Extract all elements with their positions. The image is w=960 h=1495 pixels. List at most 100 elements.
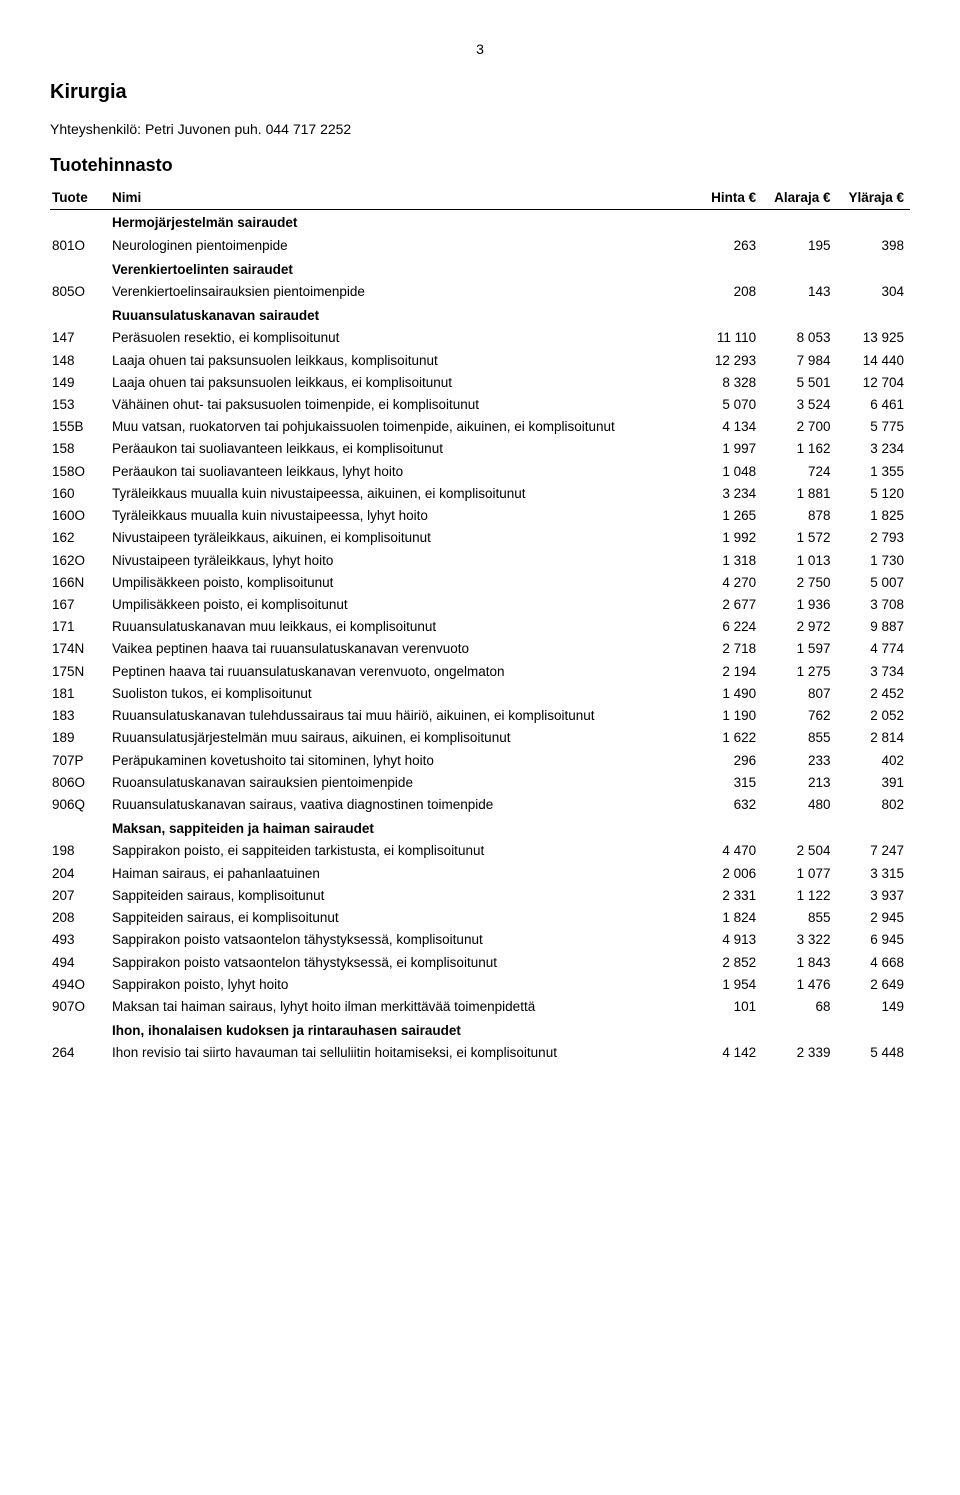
- row-alaraja: 1 597: [762, 638, 836, 660]
- row-alaraja: 3 524: [762, 394, 836, 416]
- row-ylaraja: 391: [836, 772, 910, 794]
- row-ylaraja: 5 775: [836, 416, 910, 438]
- row-name: Sappiteiden sairaus, ei komplisoitunut: [110, 907, 701, 929]
- row-code: [50, 303, 110, 327]
- row-code: 174N: [50, 638, 110, 660]
- row-code: 160O: [50, 505, 110, 527]
- row-hinta: 101: [701, 996, 762, 1018]
- row-ylaraja: 2 452: [836, 683, 910, 705]
- row-alaraja: 195: [762, 235, 836, 257]
- row-hinta: 1 622: [701, 727, 762, 749]
- table-row: 166NUmpilisäkkeen poisto, komplisoitunut…: [50, 572, 910, 594]
- row-name: Sappirakon poisto, ei sappiteiden tarkis…: [110, 840, 701, 862]
- row-hinta: 1 265: [701, 505, 762, 527]
- row-hinta: 1 997: [701, 438, 762, 460]
- row-alaraja: 1 572: [762, 527, 836, 549]
- row-name: Peräaukon tai suoliavanteen leikkaus, ei…: [110, 438, 701, 460]
- row-name: Laaja ohuen tai paksunsuolen leikkaus, k…: [110, 350, 701, 372]
- row-ylaraja: 6 945: [836, 929, 910, 951]
- row-alaraja: 762: [762, 705, 836, 727]
- row-code: 707P: [50, 750, 110, 772]
- row-ylaraja: 1 730: [836, 550, 910, 572]
- row-alaraja: 2 339: [762, 1042, 836, 1064]
- row-hinta: 315: [701, 772, 762, 794]
- row-alaraja: 1 013: [762, 550, 836, 572]
- row-name: Peräpukaminen kovetushoito tai sitominen…: [110, 750, 701, 772]
- row-name: Ruuansulatuskanavan sairaus, vaativa dia…: [110, 794, 701, 816]
- row-code: 160: [50, 483, 110, 505]
- row-hinta: 8 328: [701, 372, 762, 394]
- row-code: 155B: [50, 416, 110, 438]
- row-hinta: 4 142: [701, 1042, 762, 1064]
- row-code: [50, 1018, 110, 1042]
- row-alaraja: 1 162: [762, 438, 836, 460]
- row-alaraja: 1 881: [762, 483, 836, 505]
- row-code: 167: [50, 594, 110, 616]
- row-code: 147: [50, 327, 110, 349]
- row-hinta: 1 954: [701, 974, 762, 996]
- row-ylaraja: 2 052: [836, 705, 910, 727]
- section-name: Verenkiertoelinten sairaudet: [110, 257, 910, 281]
- row-code: [50, 816, 110, 840]
- row-name: Neurologinen pientoimenpide: [110, 235, 701, 257]
- row-alaraja: 1 122: [762, 885, 836, 907]
- row-hinta: 2 331: [701, 885, 762, 907]
- row-ylaraja: 149: [836, 996, 910, 1018]
- row-ylaraja: 2 814: [836, 727, 910, 749]
- row-code: 493: [50, 929, 110, 951]
- row-ylaraja: 3 708: [836, 594, 910, 616]
- row-ylaraja: 402: [836, 750, 910, 772]
- section-row: Ruuansulatuskanavan sairaudet: [50, 303, 910, 327]
- row-alaraja: 233: [762, 750, 836, 772]
- table-row: 171Ruuansulatuskanavan muu leikkaus, ei …: [50, 616, 910, 638]
- row-hinta: 1 048: [701, 461, 762, 483]
- row-hinta: 4 270: [701, 572, 762, 594]
- row-name: Muu vatsan, ruokatorven tai pohjukaissuo…: [110, 416, 701, 438]
- row-name: Sappirakon poisto vatsaontelon tähystyks…: [110, 952, 701, 974]
- row-hinta: 2 677: [701, 594, 762, 616]
- row-code: 181: [50, 683, 110, 705]
- col-nimi: Nimi: [110, 187, 701, 210]
- row-hinta: 4 134: [701, 416, 762, 438]
- row-name: Nivustaipeen tyräleikkaus, aikuinen, ei …: [110, 527, 701, 549]
- row-code: 907O: [50, 996, 110, 1018]
- row-hinta: 1 190: [701, 705, 762, 727]
- row-ylaraja: 9 887: [836, 616, 910, 638]
- table-row: 805OVerenkiertoelinsairauksien pientoime…: [50, 281, 910, 303]
- row-hinta: 12 293: [701, 350, 762, 372]
- row-code: 805O: [50, 281, 110, 303]
- row-name: Ruoansulatuskanavan sairauksien pientoim…: [110, 772, 701, 794]
- table-row: 494OSappirakon poisto, lyhyt hoito1 9541…: [50, 974, 910, 996]
- row-alaraja: 7 984: [762, 350, 836, 372]
- page-number: 3: [50, 40, 910, 59]
- table-row: 907OMaksan tai haiman sairaus, lyhyt hoi…: [50, 996, 910, 1018]
- row-hinta: 1 318: [701, 550, 762, 572]
- table-row: 207Sappiteiden sairaus, komplisoitunut2 …: [50, 885, 910, 907]
- section-row: Verenkiertoelinten sairaudet: [50, 257, 910, 281]
- row-alaraja: 1 936: [762, 594, 836, 616]
- row-name: Sappirakon poisto vatsaontelon tähystyks…: [110, 929, 701, 951]
- row-hinta: 263: [701, 235, 762, 257]
- row-code: 198: [50, 840, 110, 862]
- row-code: 171: [50, 616, 110, 638]
- row-ylaraja: 1 825: [836, 505, 910, 527]
- table-row: 155BMuu vatsan, ruokatorven tai pohjukai…: [50, 416, 910, 438]
- row-hinta: 1 992: [701, 527, 762, 549]
- row-alaraja: 724: [762, 461, 836, 483]
- row-ylaraja: 5 120: [836, 483, 910, 505]
- row-ylaraja: 12 704: [836, 372, 910, 394]
- row-name: Ihon revisio tai siirto havauman tai sel…: [110, 1042, 701, 1064]
- row-name: Sappiteiden sairaus, komplisoitunut: [110, 885, 701, 907]
- row-alaraja: 3 322: [762, 929, 836, 951]
- row-name: Tyräleikkaus muualla kuin nivustaipeessa…: [110, 483, 701, 505]
- row-name: Umpilisäkkeen poisto, ei komplisoitunut: [110, 594, 701, 616]
- table-row: 162Nivustaipeen tyräleikkaus, aikuinen, …: [50, 527, 910, 549]
- table-row: 493Sappirakon poisto vatsaontelon tähyst…: [50, 929, 910, 951]
- table-row: 204Haiman sairaus, ei pahanlaatuinen2 00…: [50, 863, 910, 885]
- section-name: Hermojärjestelmän sairaudet: [110, 210, 910, 235]
- row-ylaraja: 1 355: [836, 461, 910, 483]
- row-hinta: 1 490: [701, 683, 762, 705]
- table-row: 148Laaja ohuen tai paksunsuolen leikkaus…: [50, 350, 910, 372]
- section-name: Ruuansulatuskanavan sairaudet: [110, 303, 910, 327]
- col-hinta: Hinta €: [701, 187, 762, 210]
